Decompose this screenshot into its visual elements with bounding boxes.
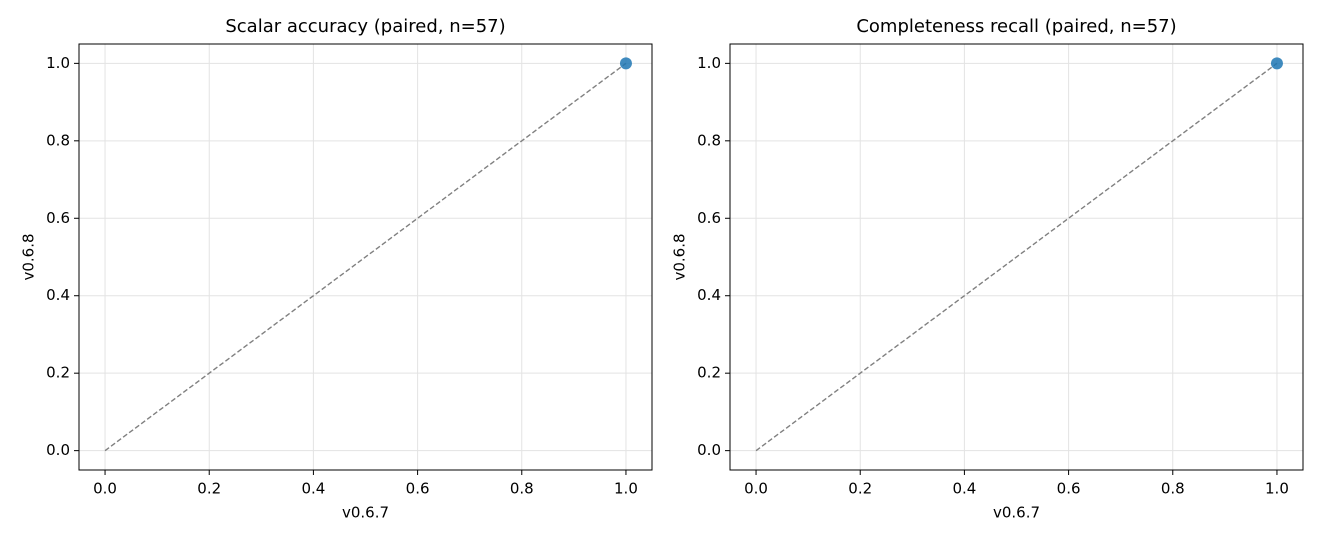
chart-title: Completeness recall (paired, n=57) [856,16,1176,37]
y-axis-label: v0.6.8 [20,233,38,280]
x-tick-label: 1.0 [1265,480,1289,498]
x-tick-label: 0.4 [952,480,976,498]
axes-frame [729,43,1304,471]
x-tick-label: 1.0 [614,480,638,498]
y-tick-label: 0.2 [697,364,721,382]
y-tick-label: 1.0 [46,54,70,72]
x-tick-label: 0.6 [406,480,430,498]
axes-frame [78,43,653,471]
y-tick-label: 0.2 [46,364,70,382]
chart-title: Scalar accuracy (paired, n=57) [225,16,505,37]
reference-line [755,62,1278,452]
reference-line [104,62,627,452]
y-tick-label: 0.0 [697,441,721,459]
scatter-point [1270,57,1283,70]
y-tick-label: 0.6 [697,209,721,227]
x-axis-label: v0.6.7 [993,504,1040,522]
x-tick-label: 0.0 [744,480,768,498]
y-tick-label: 0.4 [697,286,721,304]
x-tick-label: 0.8 [1161,480,1185,498]
x-tick-label: 0.4 [301,480,325,498]
y-tick-label: 0.8 [46,131,70,149]
y-tick-label: 0.6 [46,209,70,227]
scatter-point [619,57,632,70]
y-tick-label: 0.8 [697,131,721,149]
y-tick-label: 0.4 [46,286,70,304]
x-tick-label: 0.0 [93,480,117,498]
x-tick-label: 0.8 [510,480,534,498]
x-tick-label: 0.2 [848,480,872,498]
x-axis-label: v0.6.7 [342,504,389,522]
x-tick-label: 0.2 [197,480,221,498]
y-tick-label: 0.0 [46,441,70,459]
y-axis-label: v0.6.8 [671,233,689,280]
x-tick-label: 0.6 [1057,480,1081,498]
y-tick-label: 1.0 [697,54,721,72]
